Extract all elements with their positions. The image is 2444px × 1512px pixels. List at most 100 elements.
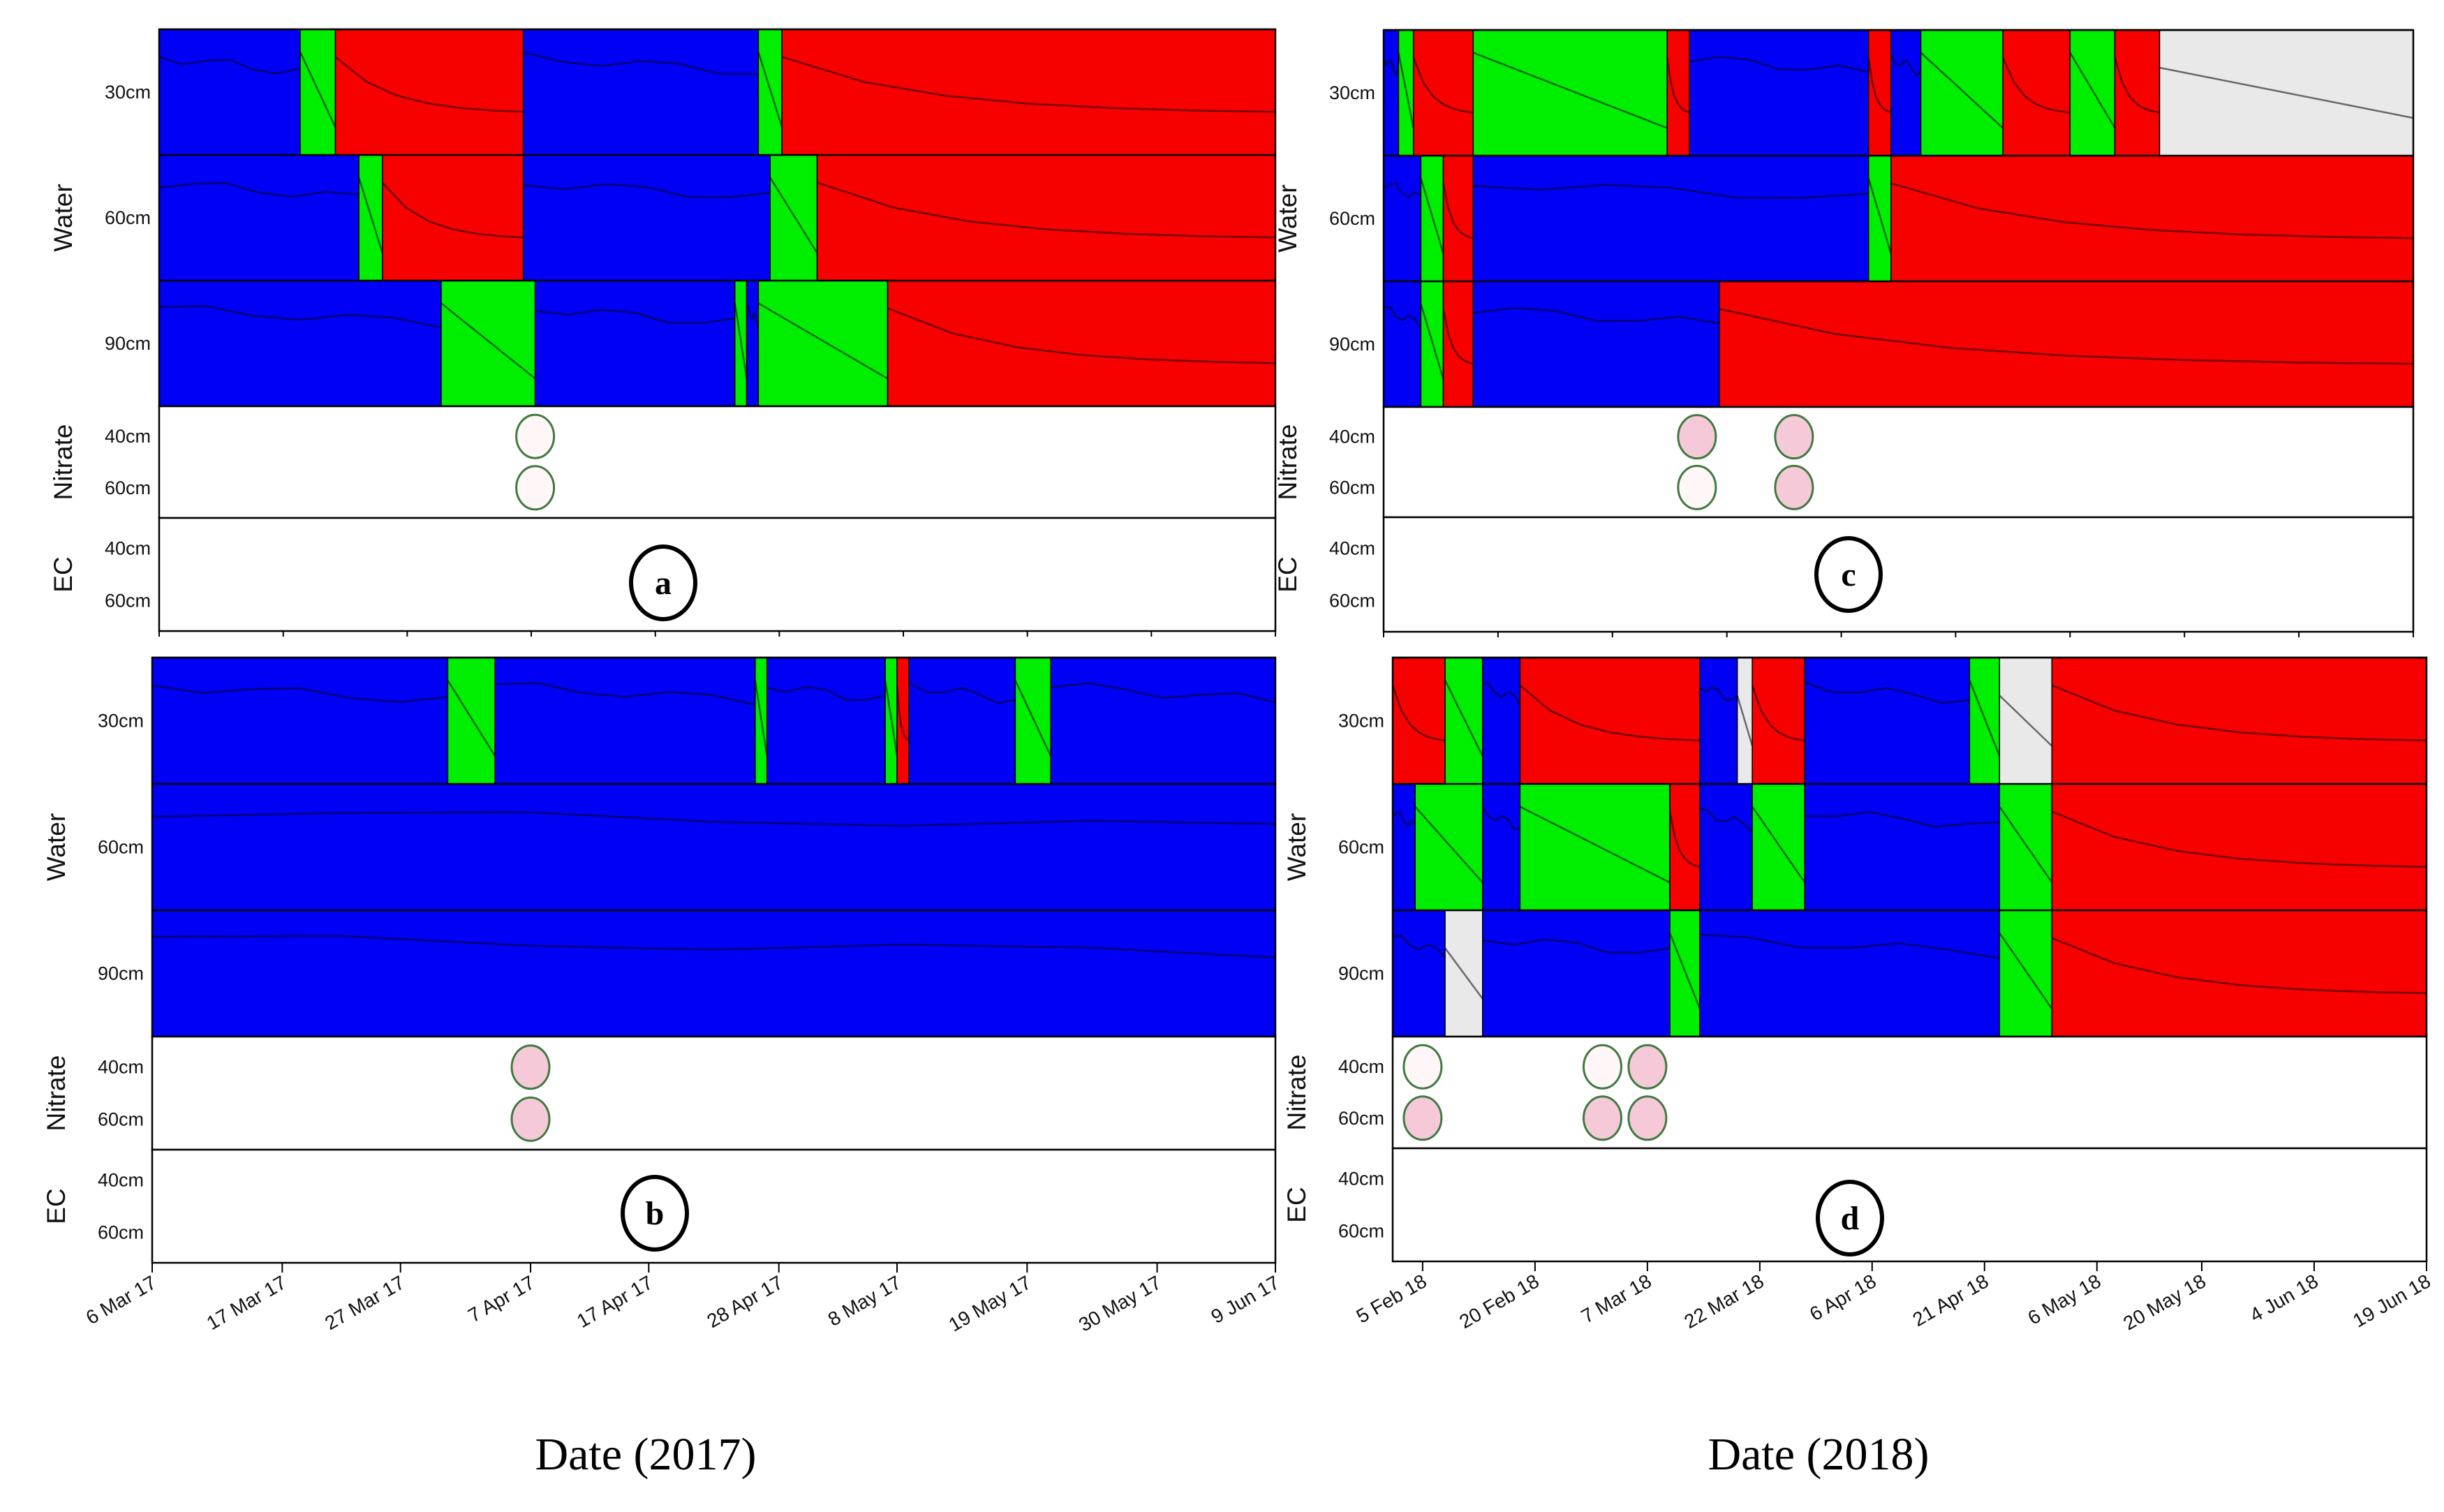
water-depth-label-60cm: 60cm bbox=[105, 207, 151, 228]
moisture-trend-line bbox=[151, 935, 1276, 959]
water-segment-60cm-red bbox=[1890, 155, 2414, 282]
moisture-trend-line bbox=[1473, 184, 1869, 199]
nitrate-marker-40cm-high bbox=[1627, 1044, 1668, 1090]
moisture-trend-line bbox=[1412, 57, 1474, 114]
nitrate-marker-40cm-low bbox=[515, 413, 556, 459]
water-segment-90cm-blue bbox=[1383, 281, 1422, 408]
water-segment-30cm-red bbox=[781, 29, 1276, 156]
water-segment-90cm-green bbox=[440, 280, 536, 407]
panel-letter: a bbox=[655, 565, 672, 602]
water-segment-30cm-red bbox=[2051, 657, 2427, 785]
water-segment-30cm-red bbox=[1666, 29, 1691, 156]
panel-letter: b bbox=[646, 1195, 665, 1232]
nitrate-marker-60cm-high bbox=[510, 1096, 551, 1142]
nitrate-box bbox=[1382, 406, 2415, 519]
water-depth-label-30cm: 30cm bbox=[98, 711, 144, 732]
moisture-trend-line bbox=[1444, 947, 1483, 1000]
moisture-trend-line bbox=[734, 303, 748, 379]
nitrate-depth-label-40cm: 40cm bbox=[1329, 427, 1375, 447]
water-segment-60cm-blue bbox=[151, 783, 1276, 911]
water-segment-90cm-red bbox=[887, 280, 1276, 407]
chart-panels: 30cm 60cm 90cm Water 40cm 60cm Nitrate 40cm 60cm… bbox=[42, 28, 2434, 1336]
water-segment-90cm-blue bbox=[1392, 910, 1446, 1037]
moisture-trend-line bbox=[2051, 684, 2427, 742]
moisture-trend-line bbox=[535, 309, 735, 324]
water-segment-60cm-red bbox=[1442, 155, 1474, 282]
water-segment-90cm-green bbox=[1999, 910, 2053, 1037]
moisture-trend-line bbox=[523, 51, 759, 75]
nitrate-box bbox=[158, 405, 1277, 519]
water-segment-60cm-green bbox=[1519, 783, 1671, 911]
water-segment-60cm-blue bbox=[1472, 155, 1869, 282]
moisture-trend-line bbox=[1442, 309, 1474, 365]
ec-depth-label-60cm: 60cm bbox=[1329, 591, 1375, 612]
water-segment-90cm-blue bbox=[534, 280, 736, 407]
water-segment-30cm-blue bbox=[908, 657, 1016, 785]
nitrate-depth-label-60cm: 60cm bbox=[1329, 477, 1375, 498]
water-segment-60cm-blue bbox=[1699, 783, 1753, 911]
water-segment-60cm-green bbox=[1751, 783, 1805, 911]
ec-depth-label-40cm: 40cm bbox=[105, 538, 151, 559]
panel-letter-circle bbox=[621, 1175, 689, 1252]
nitrate-depth-label-40cm: 40cm bbox=[98, 1057, 144, 1078]
nitrate-group-label: Nitrate bbox=[49, 424, 77, 501]
water-segment-30cm-blue bbox=[523, 29, 760, 156]
moisture-trend-line bbox=[357, 177, 383, 253]
moisture-trend-line bbox=[1472, 52, 1668, 129]
moisture-trend-line bbox=[1736, 695, 1754, 747]
water-segment-30cm-green bbox=[299, 29, 336, 156]
water-segment-30cm-red bbox=[1413, 29, 1474, 156]
water-segment-90cm-red bbox=[1719, 281, 2414, 408]
moisture-trend-line bbox=[1805, 810, 2000, 828]
moisture-trend-line bbox=[1014, 680, 1052, 757]
water-segment-30cm-green bbox=[1444, 657, 1483, 785]
nitrate-marker-60cm-high bbox=[1402, 1095, 1443, 1141]
moisture-trend-line bbox=[2001, 57, 2071, 114]
nitrate-marker-60cm-low bbox=[1677, 464, 1717, 510]
moisture-trend-line bbox=[1804, 681, 1970, 704]
moisture-trend-line bbox=[1391, 685, 1446, 742]
water-segment-90cm-blue bbox=[1472, 281, 1720, 408]
nitrate-marker-40cm-high bbox=[1774, 414, 1814, 460]
ec-depth-label-40cm: 40cm bbox=[98, 1170, 144, 1191]
moisture-trend-line bbox=[1414, 806, 1483, 884]
moisture-trend-line bbox=[884, 680, 898, 757]
water-segment-60cm-blue bbox=[523, 154, 771, 281]
water-depth-label-90cm: 90cm bbox=[98, 963, 144, 984]
water-segment-30cm-red bbox=[896, 657, 910, 785]
water-segment-60cm-blue bbox=[1383, 155, 1422, 282]
moisture-trend-line bbox=[769, 177, 818, 254]
moisture-trend-line bbox=[1473, 306, 1720, 325]
moisture-trend-line bbox=[1689, 55, 1869, 73]
water-segment-30cm-red bbox=[334, 29, 524, 156]
nitrate-box bbox=[1391, 1035, 2428, 1150]
nitrate-depth-label-60cm: 60cm bbox=[105, 477, 151, 498]
moisture-trend-line bbox=[1519, 806, 1671, 884]
moisture-trend-line bbox=[440, 302, 536, 380]
moisture-trend-line bbox=[151, 811, 1276, 827]
nitrate-marker-40cm-high bbox=[510, 1044, 551, 1090]
water-group-label: Water bbox=[1273, 184, 1302, 252]
moisture-trend-line bbox=[1890, 54, 1922, 77]
water-segment-90cm-red bbox=[1442, 281, 1474, 408]
nitrate-marker-60cm-high bbox=[1583, 1095, 1622, 1141]
water-segment-60cm-blue bbox=[1392, 783, 1416, 911]
water-segment-90cm-blue bbox=[158, 280, 442, 407]
moisture-trend-line bbox=[1420, 178, 1444, 254]
panel-letter-circle bbox=[1816, 1180, 1884, 1257]
water-segment-30cm-red bbox=[2002, 29, 2071, 156]
moisture-trend-line bbox=[381, 181, 524, 239]
moisture-trend-line bbox=[781, 56, 1276, 113]
moisture-trend-line bbox=[1867, 178, 1892, 254]
moisture-trend-line bbox=[1482, 682, 1521, 706]
ec-depth-label-60cm: 60cm bbox=[1338, 1220, 1384, 1241]
moisture-trend-line bbox=[1751, 806, 1806, 883]
water-depth-label-30cm: 30cm bbox=[105, 82, 151, 103]
moisture-trend-line bbox=[757, 302, 889, 380]
water-segment-90cm-blue bbox=[151, 910, 1276, 1037]
water-segment-30cm-blue bbox=[494, 657, 756, 785]
water-segment-90cm-green bbox=[1669, 910, 1701, 1037]
water-depth-label-90cm: 90cm bbox=[105, 333, 151, 354]
water-segment-30cm-red bbox=[1751, 657, 1805, 785]
water-segment-60cm-red bbox=[382, 154, 524, 281]
